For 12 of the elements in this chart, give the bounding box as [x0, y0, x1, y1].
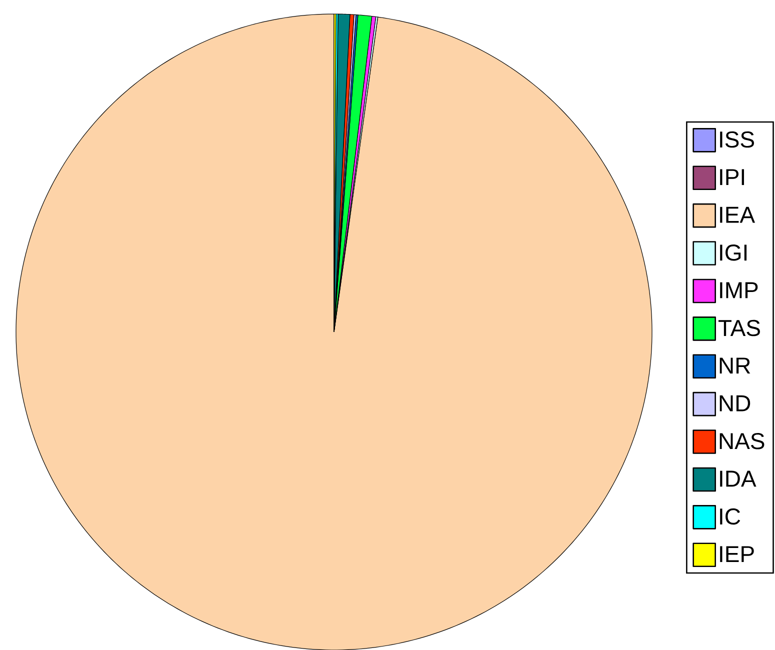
legend-label: ISS	[720, 131, 754, 148]
legend-label: IC	[720, 508, 740, 525]
legend-label: IMP	[720, 282, 758, 298]
legend-label: TAS	[718, 320, 760, 336]
legend-label: IGI	[720, 244, 747, 261]
legend-label: NAS	[720, 432, 764, 450]
legend-label: IDA	[720, 470, 756, 487]
legend-label: IEA	[720, 206, 756, 223]
legend-label: IEP	[720, 546, 754, 562]
legend-label: ND	[720, 395, 750, 412]
legend-label: IPI	[720, 169, 744, 186]
legend-label: NR	[720, 358, 750, 374]
